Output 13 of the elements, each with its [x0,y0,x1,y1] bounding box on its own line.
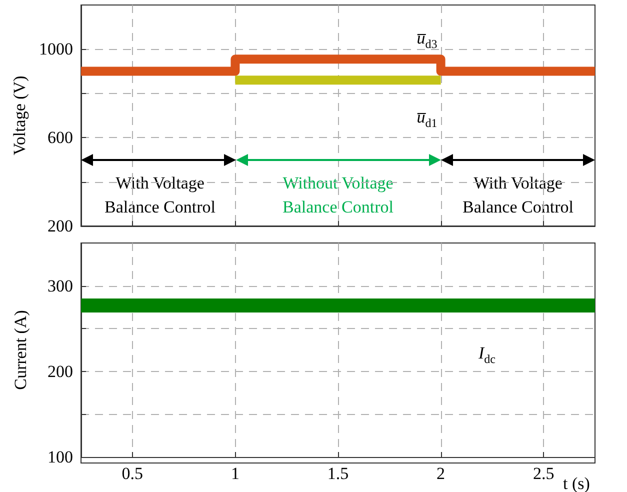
x-tick-label: 2.5 [532,464,554,483]
x-tick-label: 2 [436,464,446,483]
x-tick-label: 1.5 [327,464,349,483]
y-tick-label: 100 [48,448,73,466]
y-tick-label: 200 [48,216,73,236]
y-tick-label: 600 [48,128,73,148]
x-tick-label: 0.5 [122,464,144,483]
y-axis-title: Current (A) [11,310,30,390]
y-tick-label: 200 [48,362,73,381]
y-tick-label: 1000 [39,40,73,59]
y-axis-title: Voltage (V) [10,76,30,156]
y-tick-label: 300 [48,276,73,296]
x-tick-label: 1 [230,464,240,483]
